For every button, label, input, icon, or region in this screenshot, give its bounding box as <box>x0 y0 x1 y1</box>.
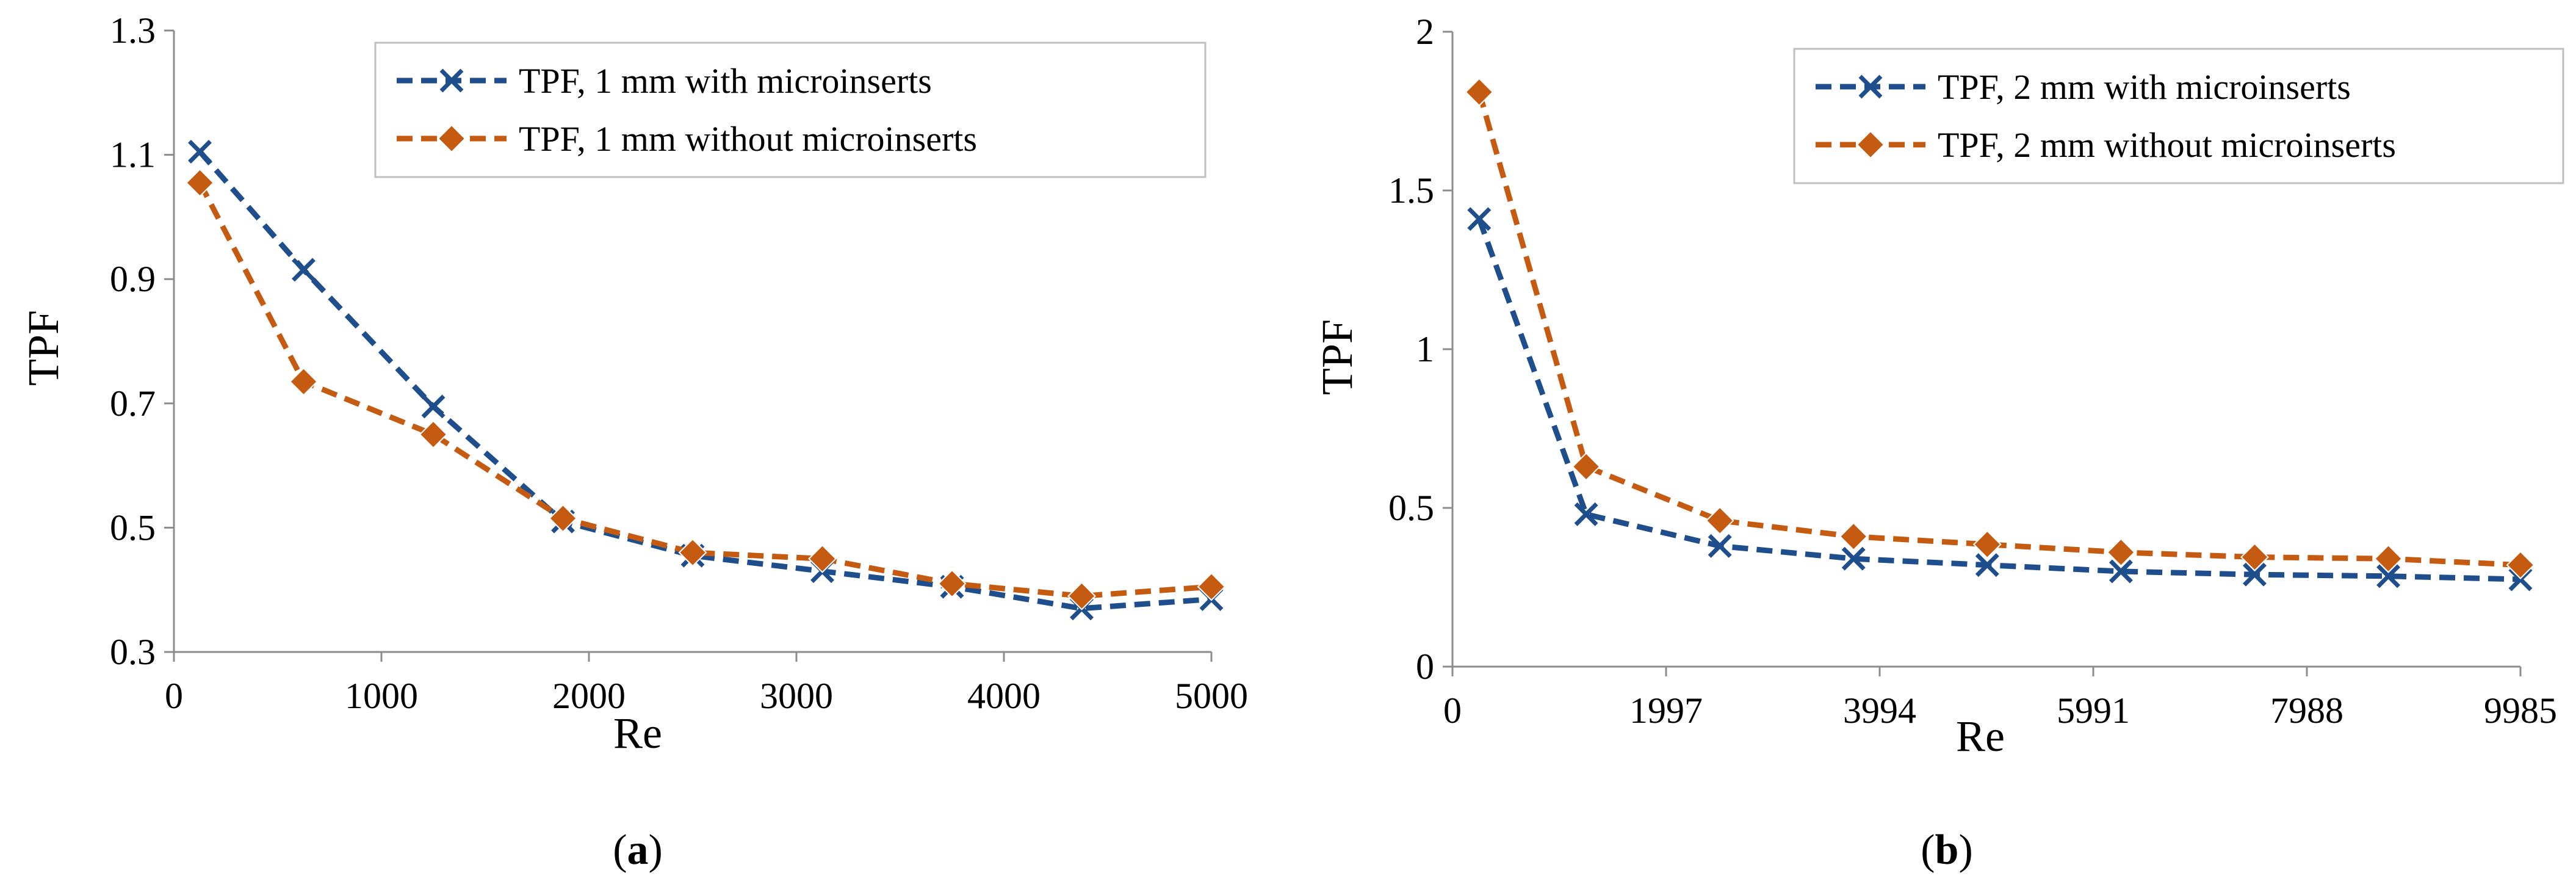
chart-a: 0.30.50.70.91.11.30 1000 2000 3000 4000 5000 … <box>19 10 1248 874</box>
chart-a-x-axis-title: Re <box>613 709 662 758</box>
chart-b-x-tick-label: 5991 <box>2057 690 2130 731</box>
chart-a-x-tick-label: 2000 <box>552 676 626 716</box>
chart-b-series-2-point <box>1465 78 1494 107</box>
chart-a-caption: (a) <box>613 827 663 874</box>
chart-b-x-tick-label: 7988 <box>2270 690 2343 731</box>
chart-a-legend-label: TPF, 1 mm with microinserts <box>519 61 932 101</box>
chart-b-series-1-point <box>1975 553 1999 577</box>
chart-b-series-1-point <box>1574 502 1598 526</box>
chart-a-legend: TPF, 1 mm with microinserts TPF, 1 mm wit… <box>374 42 1207 178</box>
chart-b-series-2-point <box>1839 522 1868 551</box>
chart-a-legend-items: TPF, 1 mm with microinserts TPF, 1 mm wit… <box>397 61 977 159</box>
chart-b-y-tick-label: 1.5 <box>1388 170 1434 211</box>
chart-a-y-tick-label: 0.5 <box>110 507 156 548</box>
chart-a-series-1-line <box>198 150 1212 612</box>
chart-b-series-2-point <box>2240 543 2269 572</box>
chart-b-x-tick-label: 0 <box>1443 690 1462 731</box>
chart-a-series-2-point <box>678 538 707 567</box>
chart-b-series <box>1465 78 2535 592</box>
chart-b-x-axis-title: Re <box>1956 712 2005 761</box>
chart-b-legend-items: TPF, 2 mm with microinserts TPF, 2 mm wit… <box>1816 67 2396 165</box>
chart-a-y-tick-label: 1.1 <box>110 135 156 175</box>
chart-b-legend: TPF, 2 mm with microinserts TPF, 2 mm wit… <box>1793 48 2564 184</box>
chart-b-y-tick-label: 1 <box>1416 329 1434 369</box>
chart-b-series-2-point <box>2374 544 2403 573</box>
chart-a-series-2-point <box>808 544 837 573</box>
chart-b-legend-swatch-marker <box>1858 74 1883 99</box>
chart-a-series-2-point <box>937 569 967 598</box>
chart-b-caption-letter: b <box>1935 827 1959 874</box>
chart-a-series-2-point <box>289 367 318 396</box>
chart-a-x-tick-label: 1000 <box>345 676 418 716</box>
chart-b-ticks: 0 0.5 1 1.5 2 0 1997 3994 5991 7988 9985 <box>1388 12 2557 731</box>
chart-a-axes <box>173 31 1211 653</box>
chart-a-series-1-point <box>292 258 316 282</box>
chart-b-y-tick-label: 0 <box>1416 646 1434 687</box>
chart-b-legend-label: TPF, 2 mm with microinserts <box>1938 67 2351 107</box>
chart-b-series-1-point <box>2109 559 2133 584</box>
chart-b-caption: (b) <box>1921 827 1973 874</box>
chart-a-legend-box <box>374 42 1207 178</box>
chart-b-x-tick-label: 3994 <box>1843 690 1916 731</box>
chart-a-x-tick-label: 5000 <box>1175 676 1248 716</box>
chart-a-x-tick-label: 3000 <box>760 676 833 716</box>
chart-b-series-2-point <box>2506 551 2535 580</box>
chart-b-y-tick-label: 0.5 <box>1388 488 1434 528</box>
chart-a-caption-letter: a <box>627 827 649 874</box>
chart-a-series-1-point <box>188 140 212 164</box>
chart-b-series-1-point <box>1467 207 1492 231</box>
chart-b-series-2-line <box>1476 91 2521 568</box>
chart-a-legend-swatch-marker <box>439 68 464 93</box>
chart-a-y-tick-label: 0.9 <box>110 259 156 299</box>
chart-b-y-tick-label: 2 <box>1416 12 1434 52</box>
chart-a-series-2-point <box>1197 572 1226 601</box>
chart-b: 0 0.5 1 1.5 2 0 1997 3994 5991 7988 9985 Re TPF TP… <box>1313 12 2564 874</box>
chart-b-x-tick-label: 9985 <box>2484 690 2557 731</box>
chart-b-x-tick-label: 1997 <box>1629 690 1703 731</box>
chart-b-series-1-point <box>1708 534 1732 558</box>
chart-a-series-2-line <box>197 181 1212 599</box>
chart-b-series-2-point <box>2106 538 2135 567</box>
chart-a-legend-swatch-marker <box>437 124 466 153</box>
chart-a-series <box>186 140 1226 621</box>
chart-a-x-tick-label: 0 <box>165 676 183 716</box>
chart-b-legend-swatch-marker <box>1856 130 1885 159</box>
chart-a-series-1-point <box>421 394 446 419</box>
chart-a-series-2-point <box>1067 581 1096 610</box>
chart-a-y-tick-label: 0.7 <box>110 383 156 424</box>
chart-a-y-axis-title: TPF <box>19 310 68 386</box>
chart-a-series-2-point <box>419 420 448 449</box>
chart-b-legend-label: TPF, 2 mm without microinserts <box>1938 125 2396 165</box>
chart-b-series-1-point <box>2376 564 2401 588</box>
chart-b-series-1-point <box>2242 562 2267 587</box>
chart-b-series-2-point <box>1705 506 1734 535</box>
chart-a-series-2-point <box>186 168 214 197</box>
chart-a-legend-label: TPF, 1 mm without microinserts <box>519 119 977 159</box>
chart-a-ticks: 0.3 0.5 0.7 0.9 1.1 1.3 0 1000 2000 3000 4000 5000 <box>110 10 1248 716</box>
chart-a-y-tick-label: 1.3 <box>110 10 156 51</box>
chart-a-x-tick-label: 4000 <box>967 676 1041 716</box>
chart-b-series-2-point <box>1972 530 2002 559</box>
chart-b-series-2-point <box>1571 452 1601 481</box>
chart-b-y-axis-title: TPF <box>1313 319 1362 395</box>
chart-b-series-1-point <box>1841 546 1866 571</box>
chart-a-y-tick-label: 0.3 <box>110 632 156 672</box>
chart-a-series-2-point <box>549 504 577 533</box>
chart-b-legend-box <box>1793 48 2564 184</box>
